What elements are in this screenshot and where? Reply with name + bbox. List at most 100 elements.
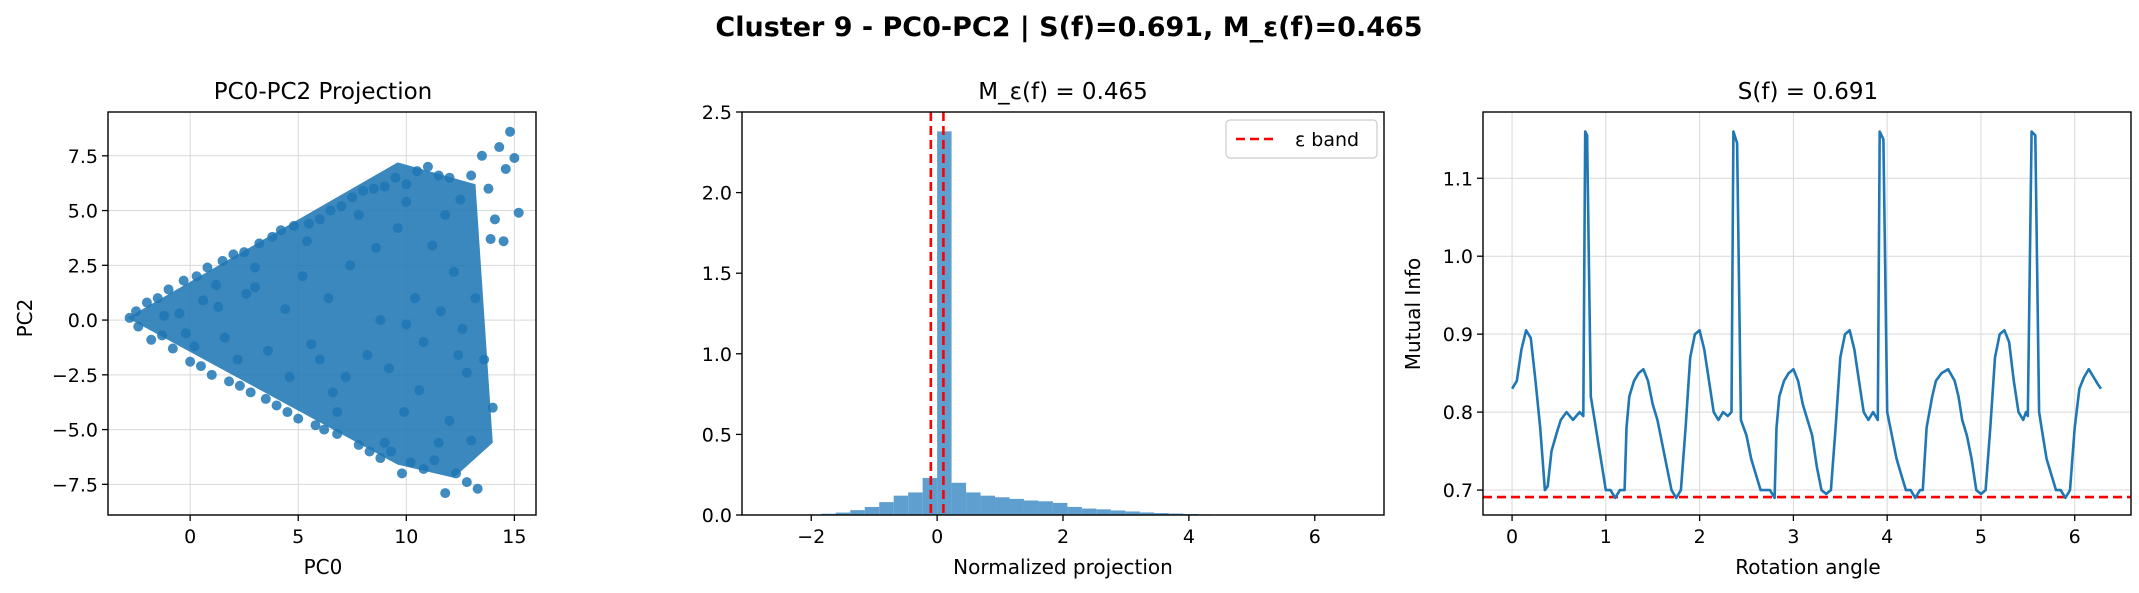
line-ytick-label: 0.8 xyxy=(1443,402,1473,424)
scatter-point xyxy=(332,407,343,418)
scatter-point xyxy=(440,488,451,499)
scatter-point xyxy=(470,293,481,304)
scatter-point xyxy=(396,468,407,479)
scatter-point xyxy=(340,372,351,383)
scatter-point xyxy=(323,293,334,304)
scatter-title: PC0-PC2 Projection xyxy=(214,79,432,105)
scatter-point xyxy=(280,304,291,315)
line-xtick-label: 6 xyxy=(2069,526,2081,548)
scatter-point xyxy=(353,439,364,450)
scatter-point xyxy=(509,152,520,163)
scatter-point xyxy=(336,201,347,212)
scatter-point xyxy=(409,293,420,304)
scatter-point xyxy=(167,343,178,354)
histogram-bar xyxy=(864,506,880,515)
scatter-point xyxy=(451,468,462,479)
histogram-bar xyxy=(1125,511,1140,515)
scatter-point xyxy=(206,369,217,380)
histogram-bar xyxy=(951,482,967,515)
scatter-xtick-label: 10 xyxy=(394,526,418,548)
scatter-point xyxy=(483,183,494,194)
line-xtick-label: 4 xyxy=(1881,526,1893,548)
scatter-point xyxy=(304,218,315,229)
scatter-point xyxy=(494,142,505,153)
scatter-point xyxy=(513,207,524,218)
histogram-bar xyxy=(1023,500,1039,515)
line-xlabel: Rotation angle xyxy=(1735,555,1881,579)
line-xtick-label: 2 xyxy=(1694,526,1706,548)
histogram-bar xyxy=(1096,509,1111,515)
scatter-point xyxy=(364,446,375,457)
line-ytick-label: 0.9 xyxy=(1443,324,1473,346)
scatter-point xyxy=(293,413,304,424)
scatter-point xyxy=(466,170,477,181)
scatter-point xyxy=(429,455,440,466)
scatter-point xyxy=(476,150,487,161)
scatter-xtick-label: 0 xyxy=(184,526,196,548)
scatter-point xyxy=(401,196,412,207)
scatter-point xyxy=(146,334,157,345)
scatter-point xyxy=(368,183,379,194)
histogram-xtick-label: 0 xyxy=(931,526,943,548)
scatter-point xyxy=(189,341,200,352)
scatter-point xyxy=(245,387,256,398)
scatter-point xyxy=(455,194,466,205)
scatter-point xyxy=(217,255,228,266)
scatter-point xyxy=(131,306,142,317)
scatter-point xyxy=(379,181,390,192)
histogram-bar xyxy=(1052,502,1068,515)
scatter-panel: PC0-PC2 Projection PC0 PC2 0 5 10 15 −7.5 −5.… xyxy=(13,79,537,579)
scatter-ytick-label: 0.0 xyxy=(68,310,98,332)
scatter-point xyxy=(401,179,412,190)
scatter-point xyxy=(241,288,252,299)
histogram-xtick-label: 2 xyxy=(1057,526,1069,548)
scatter-point xyxy=(284,372,295,383)
line-xtick-label: 3 xyxy=(1787,526,1799,548)
scatter-point xyxy=(453,350,464,361)
scatter-point xyxy=(422,161,433,172)
histogram-bar xyxy=(879,502,894,515)
scatter-point xyxy=(433,437,444,448)
scatter-point xyxy=(198,295,209,306)
scatter-xtick-label: 15 xyxy=(502,526,526,548)
scatter-point xyxy=(260,393,271,404)
histogram-xtick-label: 6 xyxy=(1309,526,1321,548)
line-panel: S(f) = 0.691 Rotation angle Mutual Info … xyxy=(1401,79,2132,579)
scatter-point xyxy=(371,242,382,253)
scatter-point xyxy=(375,315,386,326)
scatter-ytick-label: −5.0 xyxy=(52,420,98,442)
scatter-point xyxy=(498,236,509,247)
histogram-ytick-label: 2.0 xyxy=(702,183,732,205)
scatter-point xyxy=(485,234,496,245)
histogram-bar xyxy=(893,495,909,515)
scatter-point xyxy=(479,354,490,365)
histogram-xtick-label: 4 xyxy=(1183,526,1195,548)
histogram-xtick-label: −2 xyxy=(797,526,825,548)
histogram-panel: M_ε(f) = 0.465 Normalized projection −2 0… xyxy=(702,79,1385,579)
scatter-point xyxy=(345,260,356,271)
figure-title: Cluster 9 - PC0-PC2 | S(f)=0.691, M_ε(f)… xyxy=(715,12,1422,43)
line-ytick-label: 0.7 xyxy=(1443,480,1473,502)
scatter-point xyxy=(332,428,343,439)
scatter-point xyxy=(444,415,455,426)
scatter-point xyxy=(152,293,163,304)
scatter-point xyxy=(327,387,338,398)
scatter-point xyxy=(489,214,500,225)
histogram-bar xyxy=(908,492,923,515)
scatter-point xyxy=(288,220,299,231)
histogram-ytick-label: 0.0 xyxy=(702,505,732,527)
scatter-point xyxy=(314,354,325,365)
legend-epsilon-label: ε band xyxy=(1295,129,1359,151)
scatter-ytick-label: 7.5 xyxy=(68,146,98,168)
scatter-point xyxy=(390,172,401,183)
histogram-bar xyxy=(1154,513,1169,515)
scatter-point xyxy=(301,236,312,247)
scatter-point xyxy=(384,363,395,374)
scatter-point xyxy=(249,282,260,293)
scatter-point xyxy=(472,483,483,494)
scatter-point xyxy=(310,420,321,431)
scatter-point xyxy=(386,446,397,457)
scatter-point xyxy=(379,437,390,448)
scatter-point xyxy=(180,328,191,339)
